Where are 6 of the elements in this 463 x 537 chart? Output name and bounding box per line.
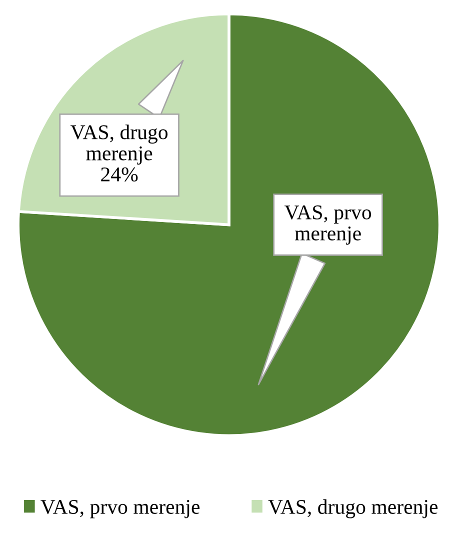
slice-label: VAS, prvo merenje bbox=[284, 205, 372, 245]
slice-label: VAS, drugo merenje bbox=[70, 124, 168, 165]
legend-label: VAS, drugo merenje bbox=[268, 499, 438, 518]
pie-slice bbox=[16, 12, 442, 437]
data-label: 24% bbox=[101, 167, 138, 182]
legend-label: VAS, prvo merenje bbox=[40, 500, 200, 518]
